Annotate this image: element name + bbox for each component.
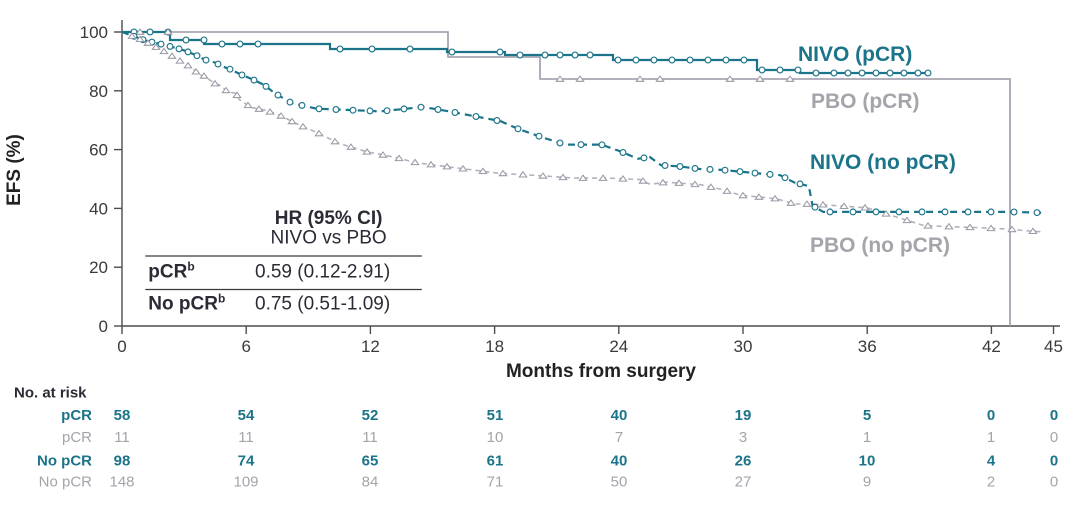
- svg-text:45: 45: [1044, 337, 1063, 356]
- svg-text:80: 80: [89, 82, 108, 101]
- svg-text:148: 148: [109, 474, 134, 491]
- svg-text:54: 54: [238, 407, 255, 424]
- svg-text:50: 50: [611, 474, 628, 491]
- svg-text:No pCR: No pCR: [37, 453, 92, 470]
- svg-text:18: 18: [485, 337, 504, 356]
- svg-text:65: 65: [362, 453, 379, 470]
- svg-text:No pCR: No pCR: [39, 474, 93, 491]
- svg-text:30: 30: [734, 337, 753, 356]
- svg-text:Months from surgery: Months from surgery: [506, 361, 696, 382]
- svg-text:24: 24: [609, 337, 628, 356]
- svg-text:7: 7: [615, 429, 623, 446]
- svg-text:NIVO vs PBO: NIVO vs PBO: [271, 228, 387, 249]
- svg-text:40: 40: [611, 453, 628, 470]
- svg-text:NIVO (pCR): NIVO (pCR): [798, 43, 912, 66]
- svg-text:10: 10: [859, 453, 876, 470]
- svg-text:1: 1: [987, 429, 995, 446]
- svg-text:74: 74: [238, 453, 255, 470]
- svg-text:60: 60: [89, 141, 108, 160]
- svg-text:2: 2: [987, 474, 995, 491]
- svg-text:98: 98: [114, 453, 131, 470]
- svg-text:58: 58: [114, 407, 131, 424]
- svg-text:40: 40: [611, 407, 628, 424]
- svg-text:51: 51: [487, 407, 504, 424]
- svg-text:0.59 (0.12-2.91): 0.59 (0.12-2.91): [255, 261, 390, 282]
- svg-text:19: 19: [735, 407, 752, 424]
- svg-text:100: 100: [80, 23, 108, 42]
- svg-text:27: 27: [735, 474, 752, 491]
- svg-text:0: 0: [1050, 474, 1058, 491]
- svg-text:0: 0: [1050, 407, 1058, 424]
- svg-text:3: 3: [739, 429, 747, 446]
- svg-text:NIVO (no pCR): NIVO (no pCR): [810, 151, 956, 174]
- svg-text:20: 20: [89, 258, 108, 277]
- svg-text:pCR: pCR: [62, 429, 92, 446]
- svg-text:EFS (%): EFS (%): [4, 134, 25, 206]
- svg-text:11: 11: [362, 429, 378, 446]
- svg-text:9: 9: [863, 474, 871, 491]
- svg-text:12: 12: [361, 337, 380, 356]
- svg-text:0: 0: [987, 407, 995, 424]
- svg-text:40: 40: [89, 199, 108, 218]
- svg-text:109: 109: [233, 474, 258, 491]
- svg-text:6: 6: [241, 337, 250, 356]
- svg-text:1: 1: [863, 429, 871, 446]
- svg-text:61: 61: [487, 453, 504, 470]
- svg-text:42: 42: [982, 337, 1001, 356]
- svg-text:HR (95% CI): HR (95% CI): [275, 208, 383, 229]
- svg-text:4: 4: [987, 453, 996, 470]
- svg-text:26: 26: [735, 453, 752, 470]
- svg-text:PBO (no pCR): PBO (no pCR): [810, 234, 950, 257]
- svg-text:0: 0: [117, 337, 126, 356]
- svg-text:11: 11: [238, 429, 254, 446]
- svg-text:0: 0: [1050, 453, 1058, 470]
- svg-text:36: 36: [858, 337, 877, 356]
- svg-text:52: 52: [362, 407, 379, 424]
- svg-text:pCR: pCR: [61, 407, 92, 424]
- svg-text:0: 0: [1050, 429, 1058, 446]
- svg-text:10: 10: [487, 429, 504, 446]
- svg-text:84: 84: [362, 474, 379, 491]
- svg-text:11: 11: [114, 429, 130, 446]
- svg-text:PBO (pCR): PBO (pCR): [811, 90, 920, 113]
- svg-text:No pCRb: No pCRb: [148, 291, 225, 314]
- svg-text:0: 0: [99, 317, 108, 336]
- svg-text:5: 5: [863, 407, 871, 424]
- svg-text:No. at risk: No. at risk: [14, 385, 87, 402]
- svg-text:71: 71: [487, 474, 504, 491]
- svg-text:0.75 (0.51-1.09): 0.75 (0.51-1.09): [255, 293, 390, 314]
